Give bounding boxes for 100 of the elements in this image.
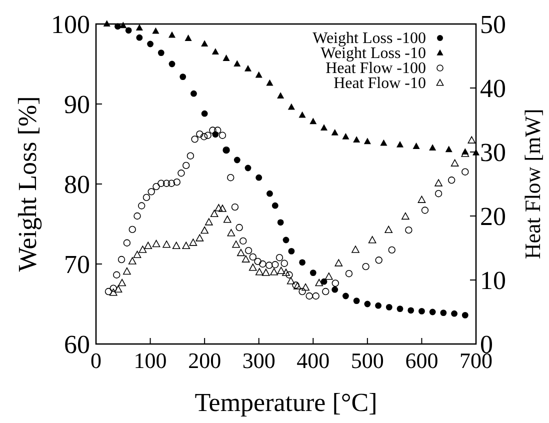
point — [249, 253, 256, 261]
point — [142, 194, 150, 202]
point — [451, 310, 458, 317]
point — [412, 142, 420, 149]
point — [266, 79, 274, 86]
point — [396, 140, 404, 148]
point — [104, 288, 112, 296]
point — [204, 132, 212, 139]
point — [362, 262, 370, 270]
point — [162, 240, 170, 248]
point — [272, 202, 278, 209]
point — [266, 262, 273, 269]
y-tick-label: 60 — [64, 330, 90, 359]
legend-label: Weight Loss -10 — [320, 45, 426, 62]
point — [133, 250, 142, 258]
point — [168, 60, 176, 68]
point — [331, 128, 338, 136]
y-tick-label: 70 — [64, 250, 90, 279]
point — [276, 254, 284, 262]
point — [254, 258, 262, 266]
point — [388, 246, 396, 254]
point — [298, 111, 306, 118]
point — [342, 132, 350, 140]
point — [232, 240, 240, 248]
point — [306, 292, 313, 300]
y2-tick-label: 30 — [480, 138, 506, 167]
point — [138, 246, 147, 253]
point — [244, 164, 252, 172]
point — [191, 136, 198, 143]
point — [218, 204, 226, 212]
point — [237, 248, 245, 256]
point — [445, 146, 452, 152]
point — [255, 71, 262, 78]
point — [125, 27, 132, 34]
point — [320, 124, 328, 131]
point — [118, 256, 126, 264]
point — [375, 256, 382, 264]
point — [468, 136, 476, 144]
point — [244, 64, 252, 72]
point — [384, 226, 393, 234]
point — [408, 307, 414, 314]
point — [342, 292, 349, 300]
point — [152, 182, 160, 190]
point — [201, 40, 208, 47]
point — [352, 246, 360, 253]
point — [158, 180, 165, 187]
point — [429, 308, 436, 316]
point — [462, 312, 468, 318]
point — [172, 242, 180, 250]
point — [259, 260, 266, 268]
point — [421, 206, 429, 214]
point — [110, 284, 117, 292]
point — [440, 310, 447, 316]
point — [364, 138, 371, 144]
point — [168, 180, 176, 187]
x-axis-title: Temperature [°C] — [194, 388, 378, 417]
point — [242, 255, 250, 262]
point — [222, 54, 230, 61]
point — [200, 226, 208, 234]
point — [158, 50, 164, 56]
point — [256, 174, 262, 181]
point — [434, 179, 442, 186]
point — [182, 162, 190, 170]
point — [270, 268, 278, 276]
x-tick-label: 500 — [350, 348, 384, 373]
point — [182, 242, 190, 250]
point — [128, 226, 136, 234]
point — [450, 159, 459, 166]
point — [236, 224, 243, 232]
point — [418, 308, 425, 314]
point — [136, 34, 143, 41]
point — [134, 212, 141, 220]
y2-tick-label: 40 — [480, 74, 506, 103]
point — [255, 268, 264, 276]
y2-tick-label: 50 — [480, 10, 506, 39]
point — [201, 110, 208, 117]
legend-label: Heat Flow -100 — [326, 60, 426, 77]
point — [288, 103, 295, 110]
point — [277, 219, 284, 226]
point — [244, 246, 252, 254]
point — [204, 218, 213, 226]
point — [223, 216, 232, 223]
point — [152, 27, 160, 34]
point — [248, 264, 257, 271]
point — [298, 288, 306, 296]
point — [148, 188, 155, 196]
point — [231, 203, 239, 211]
point — [234, 60, 241, 67]
point — [262, 268, 270, 276]
x-tick-label: 200 — [188, 348, 222, 373]
point — [190, 90, 197, 97]
point — [332, 286, 338, 293]
y-axis-title: Weight Loss [%] — [13, 96, 42, 272]
point — [240, 237, 247, 245]
point — [184, 34, 192, 41]
point — [109, 288, 118, 296]
point — [315, 278, 324, 286]
point — [322, 288, 330, 296]
point — [364, 300, 371, 308]
point — [173, 178, 180, 186]
